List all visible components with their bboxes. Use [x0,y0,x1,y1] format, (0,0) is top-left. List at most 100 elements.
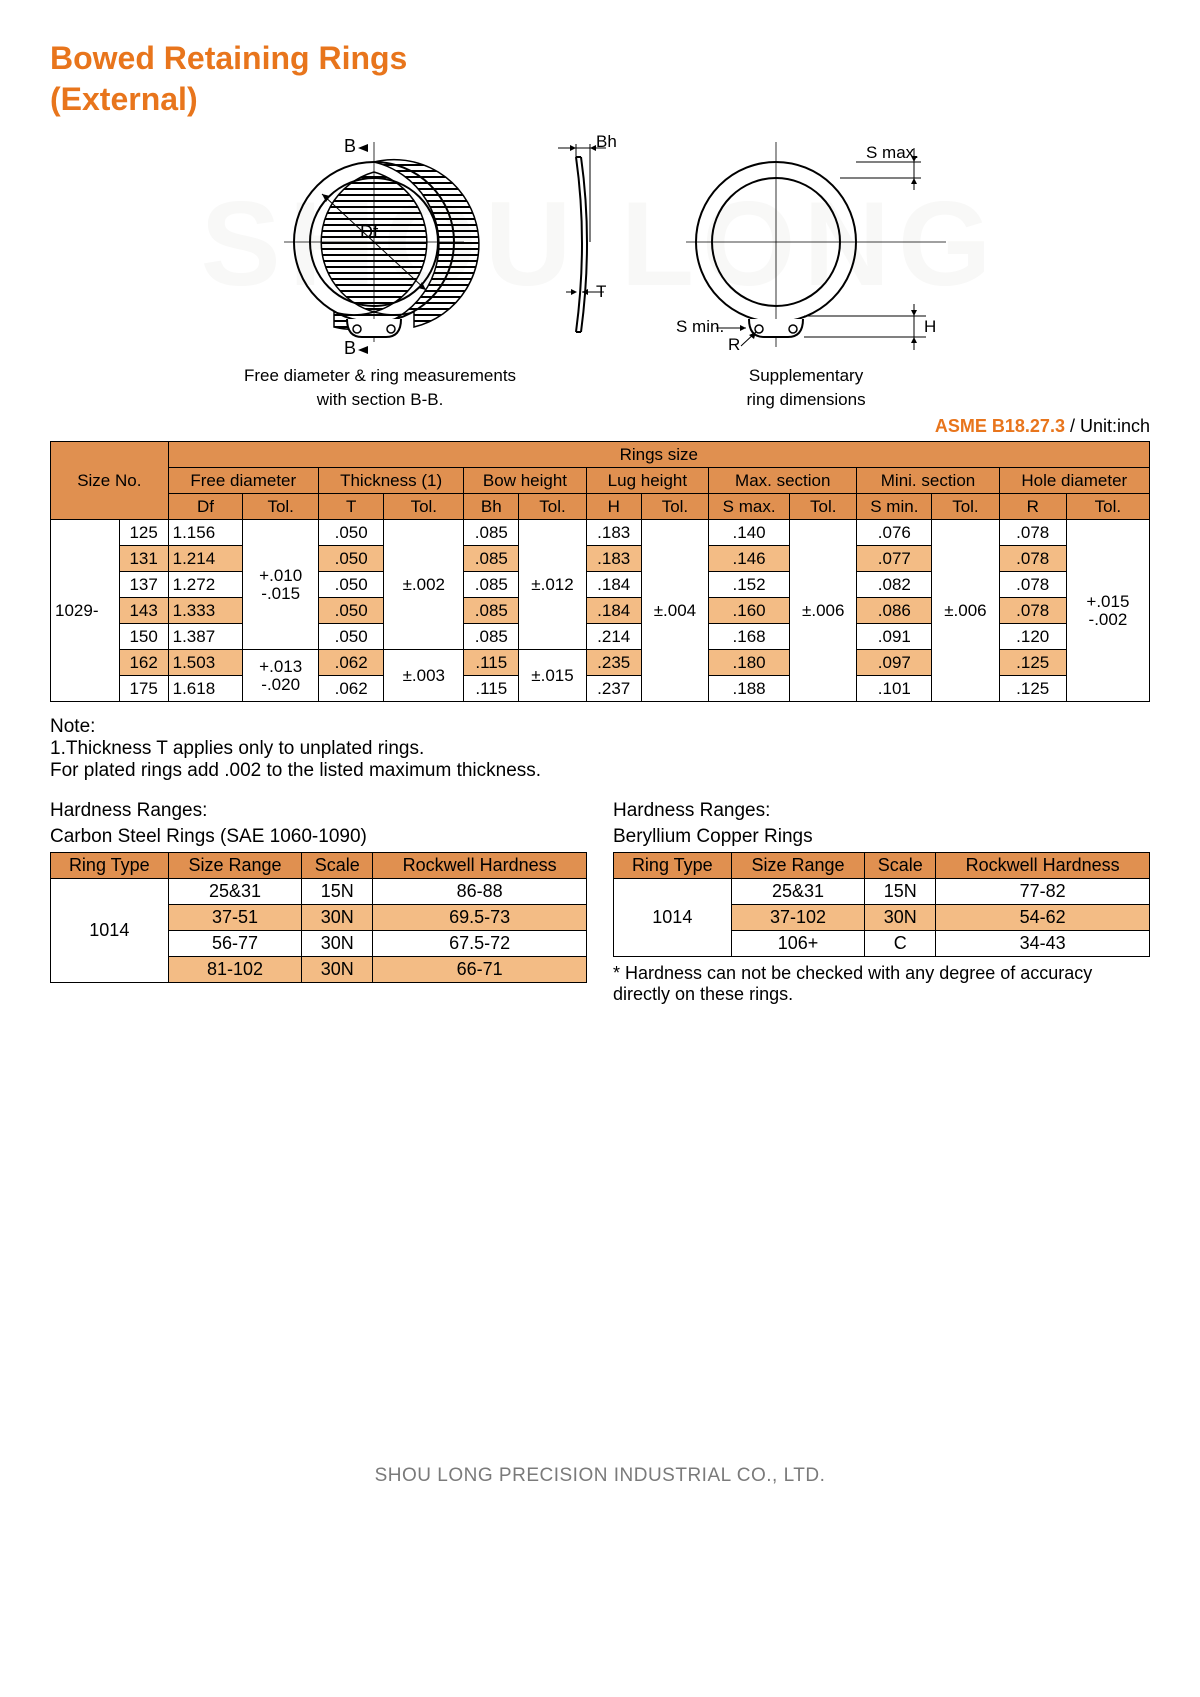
group-4: Max. section [709,468,857,494]
group-3: Lug height [586,468,708,494]
r6-t: .062 [318,676,383,702]
cr1-scale: 30N [302,905,373,931]
r6-r: .125 [999,676,1066,702]
tol-r: +.015-.002 [1066,520,1149,702]
pr2-rh: 34-43 [936,931,1150,957]
r1-r: .078 [999,546,1066,572]
standard-code: ASME B18.27.3 [935,416,1065,436]
sub-5: Tol. [519,494,586,520]
page-title-2: (External) [50,81,1150,118]
r1-h: .183 [586,546,641,572]
tol-bh2: ±.015 [519,650,586,702]
label-r: R [728,335,740,354]
r4-h: .214 [586,624,641,650]
group-2: Bow height [464,468,586,494]
r4-smin: .091 [857,624,932,650]
r5-r: .125 [999,650,1066,676]
r2-df: 1.272 [168,572,243,598]
pr1-range: 37-102 [731,905,865,931]
copper-title: Beryllium Copper Rings [613,826,1150,848]
cr0-rh: 86-88 [373,879,587,905]
hardness-label-2: Hardness Ranges: [613,800,1150,822]
tol-smax: ±.006 [790,520,857,702]
r4-bh: .085 [464,624,519,650]
head-rings: Rings size [168,442,1149,468]
ch-3: Rockwell Hardness [373,853,587,879]
r1-size: 131 [119,546,168,572]
ph-1: Size Range [731,853,865,879]
cr1-rh: 69.5-73 [373,905,587,931]
r3-bh: .085 [464,598,519,624]
pr1-rh: 54-62 [936,905,1150,931]
r2-h: .184 [586,572,641,598]
sub-4: Bh [464,494,519,520]
diagram-1-caption-1: Free diameter & ring measurements [244,366,516,386]
r3-r: .078 [999,598,1066,624]
r4-size: 150 [119,624,168,650]
hardness-label-1: Hardness Ranges: [50,800,587,822]
standard-unit: / Unit:inch [1065,416,1150,436]
r3-smin: .086 [857,598,932,624]
pr0-range: 25&31 [731,879,865,905]
label-bh: Bh [596,132,617,151]
r6-smin: .101 [857,676,932,702]
tol-df2: +.013-.020 [243,650,319,702]
diagram-2: S max. H S min. R [656,132,956,362]
r2-r: .078 [999,572,1066,598]
sub-12: R [999,494,1066,520]
r5-t: .062 [318,650,383,676]
r5-df: 1.503 [168,650,243,676]
group-6: Hole diameter [999,468,1149,494]
r4-smax: .168 [709,624,790,650]
r0-size: 125 [119,520,168,546]
r2-t: .050 [318,572,383,598]
label-smax: S max. [866,143,919,162]
r1-bh: .085 [464,546,519,572]
carbon-rt: 1014 [51,879,169,983]
r4-t: .050 [318,624,383,650]
sub-13: Tol. [1066,494,1149,520]
sub-3: Tol. [384,494,464,520]
sub-6: H [586,494,641,520]
ph-2: Scale [865,853,936,879]
r5-size: 162 [119,650,168,676]
r4-r: .120 [999,624,1066,650]
sub-11: Tol. [932,494,999,520]
ph-0: Ring Type [614,853,732,879]
copper-table: Ring Type Size Range Scale Rockwell Hard… [613,852,1150,957]
r6-size: 175 [119,676,168,702]
r4-df: 1.387 [168,624,243,650]
label-b1: B [344,136,356,156]
group-5: Mini. section [857,468,999,494]
cr1-range: 37-51 [168,905,302,931]
head-size: Size No. [51,442,169,520]
r5-bh: .115 [464,650,519,676]
ph-3: Rockwell Hardness [936,853,1150,879]
note-head: Note: [50,716,1150,738]
copper-footnote: * Hardness can not be checked with any d… [613,963,1150,1005]
r0-bh: .085 [464,520,519,546]
diagram-2-caption-2: ring dimensions [656,390,956,410]
cr2-range: 56-77 [168,931,302,957]
tol-t2: ±.003 [384,650,464,702]
main-table: Size No. Rings size Free diameter Thickn… [50,441,1150,702]
r5-smax: .180 [709,650,790,676]
r0-t: .050 [318,520,383,546]
r6-smax: .188 [709,676,790,702]
diagram-bh: Bh T [546,132,626,362]
sub-10: S min. [857,494,932,520]
r1-smax: .146 [709,546,790,572]
carbon-table: Ring Type Size Range Scale Rockwell Hard… [50,852,587,983]
sub-1: Tol. [243,494,319,520]
pr2-scale: C [865,931,936,957]
r1-t: .050 [318,546,383,572]
diagram-2-caption-1: Supplementary [656,366,956,386]
group-0: Free diameter [168,468,318,494]
r2-smin: .082 [857,572,932,598]
cr2-rh: 67.5-72 [373,931,587,957]
tol-t1: ±.002 [384,520,464,650]
pr1-scale: 30N [865,905,936,931]
r2-bh: .085 [464,572,519,598]
note-2: For plated rings add .002 to the listed … [50,760,1150,782]
sub-8: S max. [709,494,790,520]
